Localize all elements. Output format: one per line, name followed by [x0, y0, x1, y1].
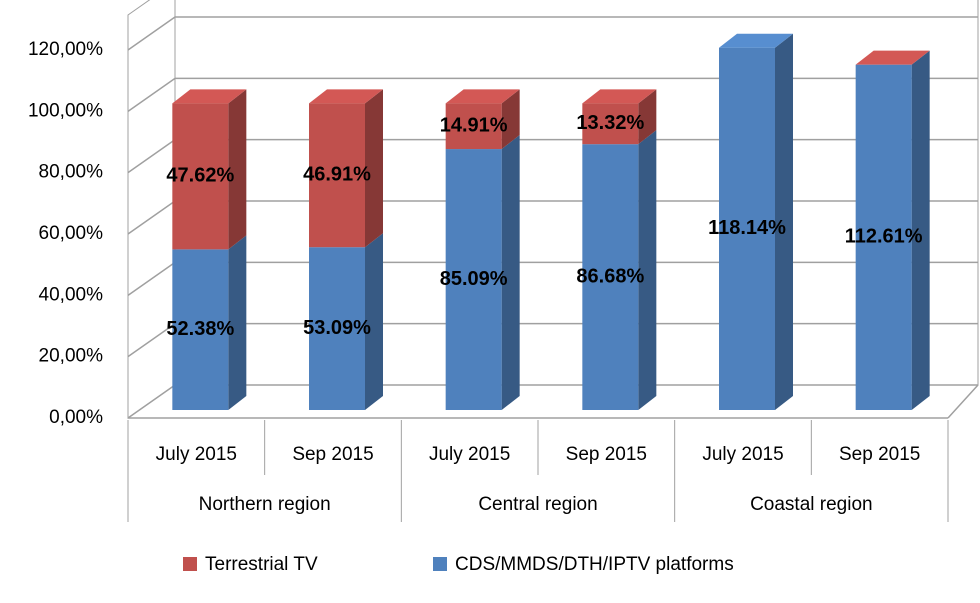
x-tick-label: Sep 2015	[839, 444, 920, 465]
bar-segment	[582, 89, 657, 145]
bar-top	[172, 89, 247, 104]
bar-side	[228, 89, 247, 250]
x-tick-label: July 2015	[702, 444, 783, 465]
legend-swatch	[183, 557, 197, 571]
bar-segment	[309, 233, 383, 410]
x-tick-label: Sep 2015	[566, 444, 647, 465]
bar-top	[582, 89, 657, 104]
grid-line	[127, 16, 978, 51]
bar-side	[775, 33, 793, 410]
bar	[719, 47, 775, 410]
data-label: 46.91%	[303, 164, 371, 186]
bar-segment	[582, 130, 657, 410]
bar-segment	[855, 50, 930, 411]
y-tick-label: 0,00%	[49, 407, 103, 428]
bar	[445, 149, 502, 411]
grid-line	[127, 322, 978, 358]
grid-line	[127, 384, 978, 419]
bar-top	[719, 33, 793, 48]
grid-line	[127, 77, 978, 112]
data-label: 13.32%	[576, 112, 644, 134]
bar	[172, 249, 229, 410]
bar-top	[309, 89, 383, 104]
data-label: 85.09%	[440, 268, 508, 290]
side-wall	[127, 0, 176, 419]
group-label: Central region	[478, 494, 597, 515]
y-tick-label: 60,00%	[39, 223, 104, 244]
x-tick-label: Sep 2015	[292, 444, 373, 465]
data-label: 53.09%	[303, 317, 371, 339]
bar-top	[445, 89, 520, 104]
data-label: 47.62%	[166, 165, 234, 187]
y-tick-label: 120,00%	[28, 39, 103, 60]
data-label: 14.91%	[440, 114, 508, 136]
bar-segment	[172, 89, 247, 250]
bar-segment	[445, 89, 520, 150]
group-label: Coastal region	[750, 494, 873, 515]
bar-segment	[445, 135, 520, 411]
data-label: 86.68%	[576, 265, 644, 287]
bar	[855, 64, 912, 411]
bar-side	[365, 89, 383, 248]
grid-line	[127, 138, 978, 174]
bar-side	[638, 89, 657, 145]
bar-side	[501, 135, 520, 411]
bar-side	[638, 130, 657, 410]
data-label: 118.14%	[708, 217, 786, 239]
data-label: 52.38%	[166, 318, 234, 340]
bar	[582, 103, 639, 145]
bar-side	[365, 233, 383, 410]
bar	[445, 103, 502, 150]
group-label: Northern region	[199, 494, 331, 515]
bar-side	[501, 89, 520, 150]
bar	[309, 103, 365, 248]
bar	[309, 247, 365, 410]
bar-segment	[309, 89, 383, 248]
bar	[582, 144, 639, 410]
bar-side	[911, 50, 930, 411]
y-tick-label: 100,00%	[28, 100, 103, 121]
grid-line	[127, 261, 978, 296]
x-tick-label: July 2015	[429, 444, 510, 465]
bar-side	[228, 235, 247, 410]
x-tick-label: July 2015	[156, 444, 237, 465]
legend-label: CDS/MMDS/DTH/IPTV platforms	[455, 554, 734, 575]
data-label: 112.61%	[845, 226, 923, 248]
bar	[172, 103, 229, 250]
legend-label: Terrestrial TV	[205, 554, 318, 575]
floor-edge	[947, 384, 979, 419]
legend-swatch	[433, 557, 447, 571]
y-tick-label: 40,00%	[39, 284, 104, 305]
y-tick-label: 80,00%	[39, 162, 104, 183]
bar-top	[855, 50, 930, 65]
bar-segment	[719, 33, 793, 410]
y-tick-label: 20,00%	[39, 346, 104, 367]
bar-segment	[172, 235, 247, 410]
